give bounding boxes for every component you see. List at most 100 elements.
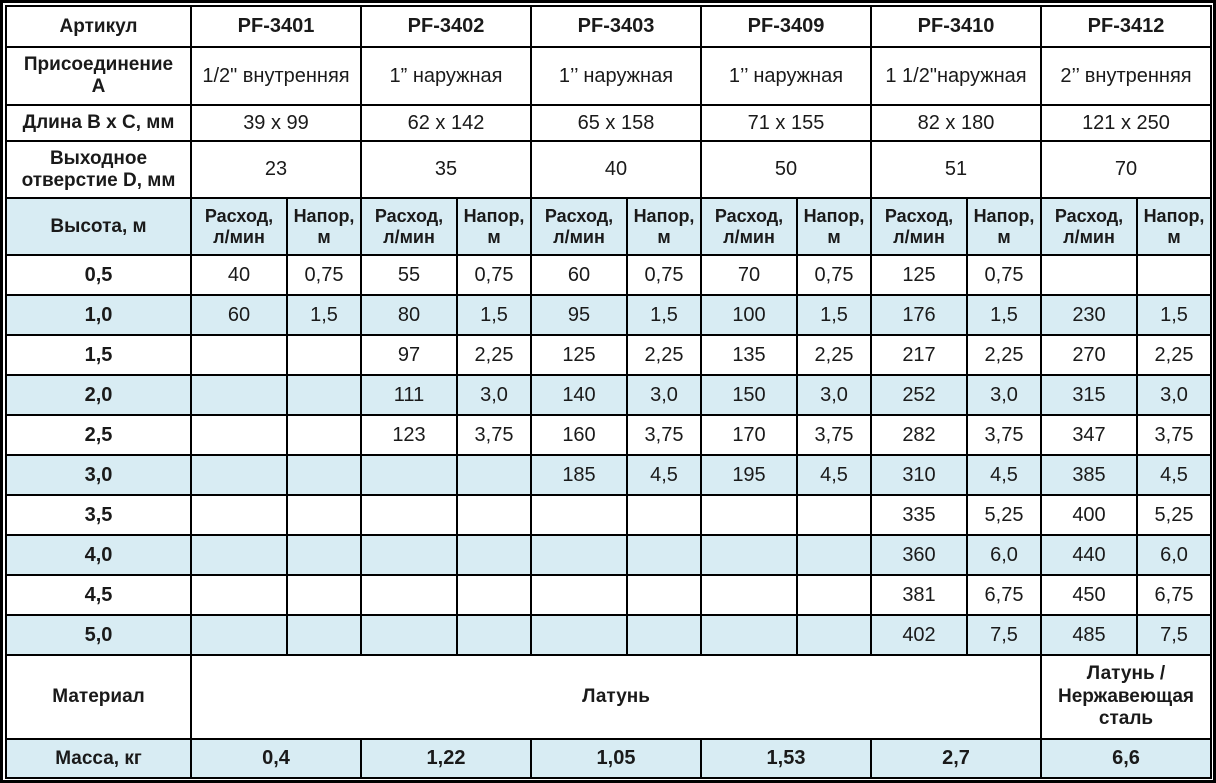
head-value-cell [286,494,362,536]
head-value-cell: 2,25 [1136,334,1212,376]
head-value-cell: 3,0 [1136,374,1212,416]
head-value-cell: 1,5 [966,294,1042,336]
mass-label-cell: Масса, кг [5,738,192,779]
head-value-cell: 3,75 [966,414,1042,456]
flow-value-cell: 140 [530,374,628,416]
head-value-cell [456,614,532,656]
flow-value-cell: 385 [1040,454,1138,496]
spec-value-cell: 1” наружная [360,46,532,106]
head-value-cell [796,574,872,616]
flow-value-cell: 80 [360,294,458,336]
head-value-cell: 4,5 [966,454,1042,496]
head-value-cell [796,614,872,656]
head-value-cell: 3,0 [966,374,1042,416]
flow-value-cell: 450 [1040,574,1138,616]
flow-value-cell: 335 [870,494,968,536]
height-cell: 5,0 [5,614,192,656]
flow-value-cell: 381 [870,574,968,616]
head-value-cell: 3,0 [456,374,532,416]
head-value-cell: 1,5 [626,294,702,336]
spec-value-cell: 1/2" внутренняя [190,46,362,106]
perf-row: 3,0 185 4,5 195 4,5 310 4,5 385 4,5 [5,454,1212,496]
head-value-cell [626,534,702,576]
spec-label-cell: Длина B x C, мм [5,104,192,142]
head-value-cell: 0,75 [966,254,1042,296]
flow-value-cell [700,494,798,536]
flow-value-cell: 123 [360,414,458,456]
flow-value-cell [360,614,458,656]
flow-value-cell: 185 [530,454,628,496]
flow-value-cell: 160 [530,414,628,456]
head-value-cell: 3,0 [796,374,872,416]
flow-value-cell: 315 [1040,374,1138,416]
flow-value-cell [190,614,288,656]
head-value-cell [456,534,532,576]
height-cell: 4,5 [5,574,192,616]
head-value-cell [626,574,702,616]
flow-value-cell [190,374,288,416]
flow-value-cell: 135 [700,334,798,376]
head-value-cell [456,494,532,536]
flow-value-cell: 217 [870,334,968,376]
flow-value-cell: 40 [190,254,288,296]
flow-value-cell: 150 [700,374,798,416]
head-value-cell: 2,25 [456,334,532,376]
length-row: Длина B x C, мм 39 x 99 62 x 142 65 x 15… [5,104,1212,142]
flow-value-cell [190,454,288,496]
flow-value-cell [190,534,288,576]
head-value-cell: 5,25 [966,494,1042,536]
product-code-cell: PF-3410 [870,5,1042,48]
product-code-cell: PF-3401 [190,5,362,48]
mass-value-cell: 2,7 [870,738,1042,779]
head-value-cell: 2,25 [626,334,702,376]
mass-value-cell: 0,4 [190,738,362,779]
head-value-cell: 6,0 [1136,534,1212,576]
head-value-cell [626,614,702,656]
flow-value-cell: 440 [1040,534,1138,576]
head-value-cell [286,534,362,576]
head-value-cell: 6,75 [1136,574,1212,616]
head-value-cell [626,494,702,536]
height-cell: 2,0 [5,374,192,416]
flow-value-cell: 55 [360,254,458,296]
head-value-cell: 2,25 [796,334,872,376]
flow-value-cell: 100 [700,294,798,336]
head-value-cell [286,414,362,456]
head-value-cell [796,494,872,536]
head-header-cell: Напор, м [796,197,872,256]
flow-header-cell: Расход, л/мин [530,197,628,256]
head-value-cell: 6,75 [966,574,1042,616]
spec-label-cell: Выходное отверстие D, мм [5,140,192,199]
height-cell: 3,0 [5,454,192,496]
height-cell: 3,5 [5,494,192,536]
product-code-cell: PF-3403 [530,5,702,48]
flow-value-cell: 195 [700,454,798,496]
flow-value-cell: 70 [700,254,798,296]
height-cell: 1,0 [5,294,192,336]
flow-value-cell [530,534,628,576]
head-value-cell [1136,254,1212,296]
flow-value-cell: 282 [870,414,968,456]
head-value-cell: 2,25 [966,334,1042,376]
head-value-cell: 0,75 [626,254,702,296]
flow-value-cell: 402 [870,614,968,656]
flow-value-cell [360,534,458,576]
head-value-cell: 3,0 [626,374,702,416]
head-header-cell: Напор, м [456,197,532,256]
height-cell: 4,0 [5,534,192,576]
outlet-row: Выходное отверстие D, мм 23 35 40 50 51 … [5,140,1212,199]
flow-value-cell [530,574,628,616]
head-value-cell [286,334,362,376]
mass-row: Масса, кг 0,4 1,22 1,05 1,53 2,7 6,6 [5,738,1212,779]
flow-value-cell: 125 [870,254,968,296]
flow-value-cell [190,334,288,376]
height-header-cell: Высота, м [5,197,192,256]
height-cell: 1,5 [5,334,192,376]
head-value-cell [286,454,362,496]
perf-row: 1,5 97 2,25 125 2,25 135 2,25 217 2,25 2… [5,334,1212,376]
mass-value-cell: 1,05 [530,738,702,779]
flow-value-cell [360,454,458,496]
spec-value-cell: 40 [530,140,702,199]
flow-value-cell: 170 [700,414,798,456]
